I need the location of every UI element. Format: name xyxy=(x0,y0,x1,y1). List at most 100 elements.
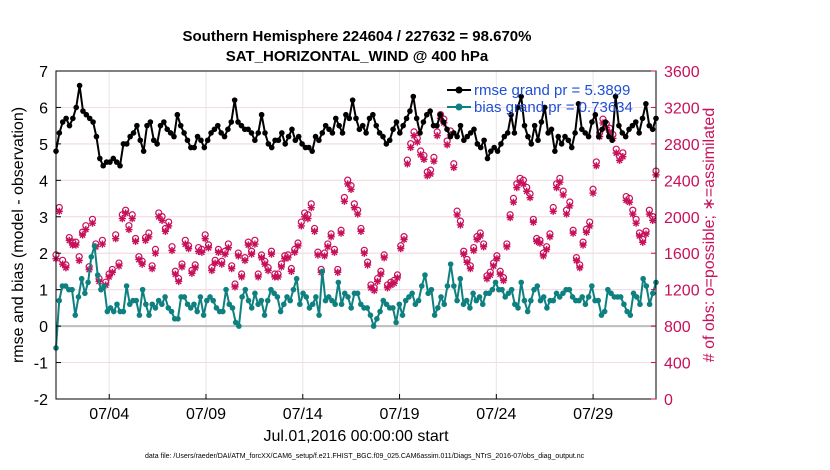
rmse-point xyxy=(123,141,130,147)
rmse-point xyxy=(619,130,626,136)
obs-assimilated-point xyxy=(582,228,590,236)
obs-assimilated-point xyxy=(486,271,494,279)
obs-assimilated-point xyxy=(135,256,143,264)
bias-point xyxy=(409,290,415,297)
rmse-point xyxy=(248,130,255,136)
bias-point xyxy=(220,308,226,315)
rmse-point xyxy=(582,130,589,136)
rmse-point xyxy=(639,115,646,122)
rmse-point xyxy=(545,130,551,136)
rmse-point xyxy=(366,115,373,122)
obs-assimilated-point xyxy=(168,246,176,255)
bias-point xyxy=(521,297,528,304)
rmse-point xyxy=(514,104,521,111)
bias-point xyxy=(69,286,75,293)
bias-point xyxy=(425,290,431,297)
obs-assimilated-point xyxy=(264,266,272,275)
bias-point xyxy=(576,297,582,304)
obs-assimilated-point xyxy=(466,265,474,273)
bias-point xyxy=(637,301,643,308)
bias-point xyxy=(85,279,91,286)
bias-point xyxy=(229,305,236,311)
obs-assimilated-point xyxy=(194,247,203,255)
obs-assimilated-point xyxy=(324,243,332,251)
rmse-point xyxy=(626,126,632,133)
bias-point xyxy=(476,294,483,300)
obs-assimilated-point xyxy=(619,153,627,161)
bias-point xyxy=(91,243,98,249)
chart-subtitle: SAT_HORIZONTAL_WIND @ 400 hPa xyxy=(226,48,489,65)
obs-assimilated-point xyxy=(188,269,196,277)
bias-point xyxy=(524,308,531,315)
obs-assimilated-point xyxy=(572,256,581,265)
x-tick-label: 07/29 xyxy=(573,406,613,423)
rmse-point xyxy=(403,115,410,122)
y-tick-label: 1 xyxy=(39,283,48,300)
bias-point xyxy=(470,290,476,297)
rmse-point xyxy=(329,130,336,136)
bias-point xyxy=(191,301,197,308)
bias-point xyxy=(444,283,451,289)
rmse-point xyxy=(70,115,76,122)
obs-assimilated-point xyxy=(506,214,514,222)
x-axis-ticks: 07/04 07/09 07/14 07/19 07/24 07/29 xyxy=(89,394,613,423)
bias-point xyxy=(649,290,656,297)
obs-assimilated-point xyxy=(277,263,286,271)
obs-assimilated-point xyxy=(145,233,153,241)
rmse-point xyxy=(100,162,106,169)
bias-point xyxy=(126,301,133,308)
rmse-point xyxy=(326,126,332,133)
rmse-point xyxy=(167,130,174,136)
bias-point xyxy=(377,308,383,315)
rmse-point xyxy=(454,133,460,140)
rmse-point xyxy=(252,137,258,144)
rmse-point xyxy=(521,122,528,129)
rmse-point xyxy=(322,122,329,129)
obs-assimilated-point xyxy=(589,189,597,197)
rmse-point xyxy=(289,126,295,133)
rmse-point xyxy=(434,122,440,129)
bias-point xyxy=(335,279,342,286)
rmse-point xyxy=(380,133,386,140)
rmse-point xyxy=(531,122,538,129)
rmse-point xyxy=(484,155,491,162)
obs-assimilated-point xyxy=(287,267,295,276)
bias-point xyxy=(168,308,175,315)
obs-assimilated-point xyxy=(158,216,166,225)
bias-point xyxy=(297,301,303,308)
bias-point xyxy=(505,290,512,297)
bias-point xyxy=(78,275,85,282)
bias-point xyxy=(460,301,467,308)
obs-assimilated-point xyxy=(410,132,418,140)
rmse-point xyxy=(420,119,427,125)
bias-point xyxy=(540,294,547,300)
bias-point xyxy=(393,319,399,326)
obs-assimilated-point xyxy=(566,202,574,210)
bias-point xyxy=(556,294,563,300)
rmse-point xyxy=(649,126,656,133)
rmse-point xyxy=(511,130,518,136)
obs-assimilated-point xyxy=(549,207,557,215)
obs-assimilated-point xyxy=(304,215,312,223)
obs-assimilated-point xyxy=(55,207,63,215)
bias-point xyxy=(589,283,595,289)
rmse-point xyxy=(568,144,575,151)
bias-point xyxy=(213,305,220,311)
bias-point xyxy=(512,301,518,308)
obs-assimilated-point xyxy=(284,254,292,262)
obs-assimilated-point xyxy=(337,229,345,237)
bias-point xyxy=(290,286,297,293)
rmse-point xyxy=(73,104,80,111)
bias-point xyxy=(390,305,396,311)
obs-assimilated-point xyxy=(499,276,508,285)
bias-point xyxy=(303,294,310,300)
rmse-point xyxy=(504,130,511,136)
bias-point xyxy=(627,312,634,318)
obs-assimilated-point xyxy=(393,274,402,282)
obs-assimilated-point xyxy=(503,243,511,251)
bias-point xyxy=(223,286,229,293)
rmse-point xyxy=(440,119,447,125)
rmse-point xyxy=(339,130,346,136)
